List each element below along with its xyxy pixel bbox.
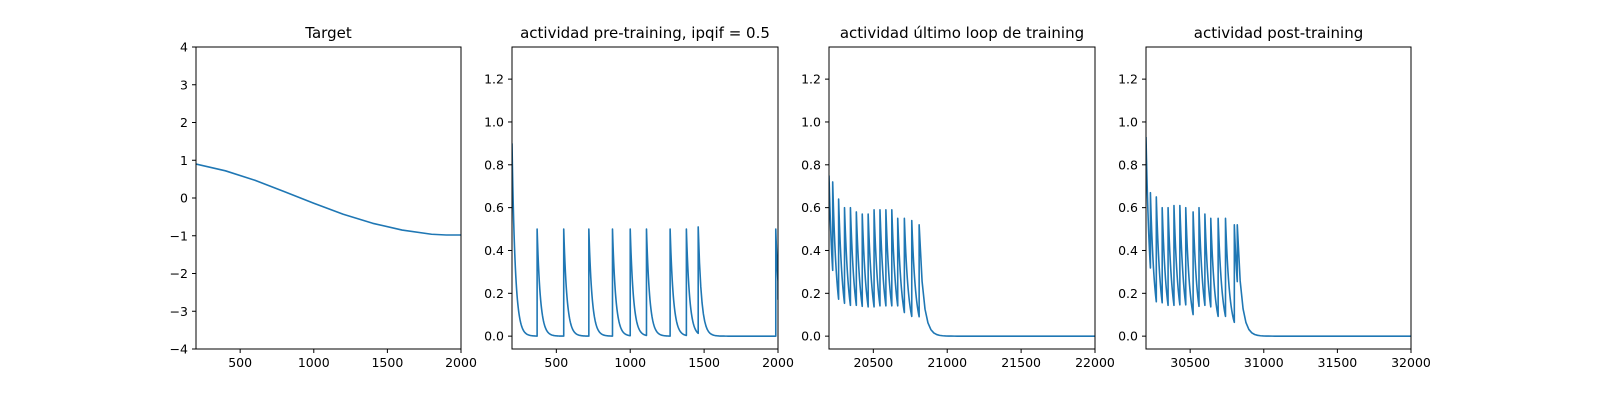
y-tick-label: 0.4: [484, 243, 504, 258]
y-tick-label: 0: [180, 191, 188, 206]
x-tick-label: 2000: [762, 355, 794, 370]
subplot-1: 500 1000 1500 2000 −4 −3 −2 −1 0 1 2 3 4 Target: [170, 24, 477, 370]
y-tick-label: 0.0: [1118, 329, 1138, 344]
y-tick-label: 0.6: [801, 200, 821, 215]
y-tick-label: 4: [180, 40, 188, 55]
y-tick-label: 0.6: [484, 200, 504, 215]
axes-frame: [511, 46, 779, 350]
subplot-title: actividad último loop de training: [840, 24, 1084, 42]
subplot-title: actividad post-training: [1194, 24, 1363, 42]
subplot-title: Target: [304, 24, 352, 42]
x-tick-label: 500: [544, 355, 568, 370]
x-tick-label: 2000: [445, 355, 477, 370]
subplot-title: actividad pre-training, ipqif = 0.5: [520, 24, 770, 42]
x-tick-label: 1000: [614, 355, 646, 370]
y-tick-label: 0.2: [1118, 286, 1138, 301]
x-tick-label: 30500: [1170, 355, 1210, 370]
y-tick-label: 0.4: [801, 243, 821, 258]
x-tick-label: 32000: [1391, 355, 1431, 370]
y-tick-label: −4: [170, 342, 188, 357]
y-tick-label: 2: [180, 115, 188, 130]
x-tick-label: 20500: [853, 355, 893, 370]
x-tick-label: 31000: [1244, 355, 1284, 370]
x-tick-label: 500: [228, 355, 252, 370]
y-tick-label: 0.2: [801, 286, 821, 301]
y-tick-label: −1: [170, 228, 188, 243]
y-tick-label: 1.2: [801, 72, 821, 87]
x-tick-label: 31500: [1318, 355, 1358, 370]
y-tick-label: 0.8: [484, 157, 504, 172]
y-tick-label: 0.2: [484, 286, 504, 301]
y-tick-label: −2: [170, 266, 188, 281]
data-line: [1146, 136, 1411, 337]
y-tick-label: 1: [180, 153, 188, 168]
data-line: [196, 163, 461, 236]
y-tick-label: 0.0: [801, 329, 821, 344]
y-tick-label: 1.2: [484, 72, 504, 87]
subplot-2: 500 1000 1500 2000 0.0 0.2 0.4 0.6 0.8 1.0 1.2 acti…: [484, 24, 794, 370]
x-tick-label: 1000: [298, 355, 330, 370]
y-tick-label: 0.4: [1118, 243, 1138, 258]
y-tick-label: 0.8: [1118, 157, 1138, 172]
y-tick-label: −3: [170, 304, 188, 319]
y-tick-label: 1.0: [484, 114, 504, 129]
y-tick-label: 0.8: [801, 157, 821, 172]
y-tick-label: 1.0: [1118, 114, 1138, 129]
data-line: [829, 175, 1095, 337]
subplot-3: 20500 21000 21500 22000 0.0 0.2 0.4 0.6 0.8 1.0 1.…: [801, 24, 1115, 370]
y-tick-label: 3: [180, 77, 188, 92]
subplot-4: 30500 31000 31500 32000 0.0 0.2 0.4 0.6 0.8 1.0 1.…: [1118, 24, 1431, 370]
y-tick-label: 0.6: [1118, 200, 1138, 215]
axes-frame: [828, 46, 1096, 350]
x-tick-label: 22000: [1075, 355, 1115, 370]
data-line: [512, 143, 778, 337]
y-tick-label: 1.0: [801, 114, 821, 129]
x-tick-label: 1500: [688, 355, 720, 370]
y-tick-label: 1.2: [1118, 72, 1138, 87]
x-tick-label: 21000: [927, 355, 967, 370]
x-tick-label: 21500: [1001, 355, 1041, 370]
x-tick-label: 1500: [371, 355, 403, 370]
y-tick-label: 0.0: [484, 329, 504, 344]
axes-frame: [1145, 46, 1412, 350]
